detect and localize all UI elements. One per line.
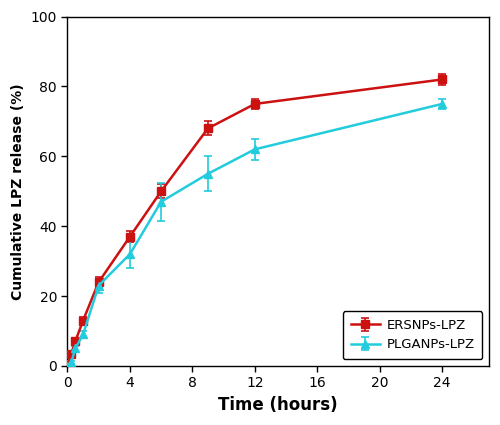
X-axis label: Time (hours): Time (hours) [218, 396, 338, 414]
Legend: ERSNPs-LPZ, PLGANPs-LPZ: ERSNPs-LPZ, PLGANPs-LPZ [342, 311, 482, 359]
Y-axis label: Cumulative LPZ release (%): Cumulative LPZ release (%) [11, 83, 25, 300]
